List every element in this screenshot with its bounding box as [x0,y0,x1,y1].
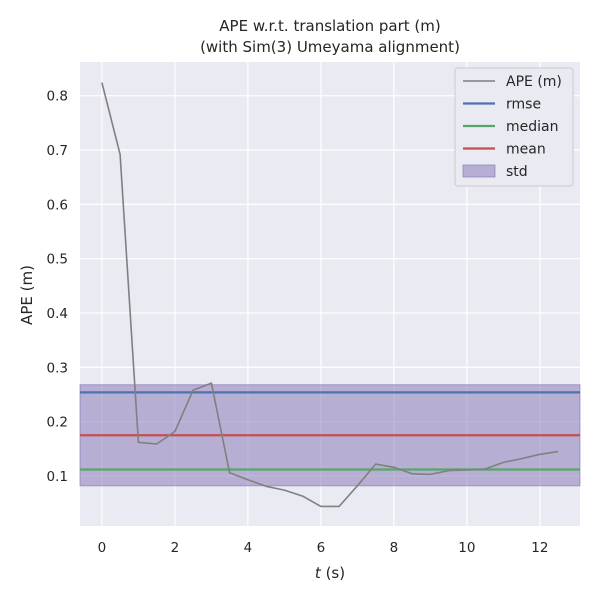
series-layer [101,82,559,508]
legend-label: rmse [506,97,541,113]
ape-series-line [101,82,559,508]
x-tick-label: 12 [531,540,548,556]
y-tick-label: 0.5 [47,252,68,268]
x-axis-label-unit: (s) [321,564,345,582]
x-tick-labels: 0 2 4 6 8 10 12 [98,540,549,556]
y-axis-label: APE (m) [18,265,36,325]
stat-lines [80,391,580,471]
y-tick-label: 0.6 [47,197,68,213]
legend-label: APE (m) [506,74,562,90]
y-tick-labels: 0.1 0.2 0.3 0.4 0.5 0.6 0.7 0.8 [47,89,68,485]
y-tick-label: 0.2 [47,415,68,431]
y-tick-label: 0.8 [47,89,68,105]
chart-title: APE w.r.t. translation part (m) (with Si… [200,17,460,56]
y-tick-label: 0.3 [47,360,68,376]
y-tick-label: 0.4 [47,306,68,322]
x-tick-label: 6 [317,540,326,556]
legend-label: std [506,164,528,180]
y-tick-label: 0.7 [47,143,68,159]
x-tick-label: 2 [171,540,180,556]
x-tick-label: 0 [98,540,107,556]
legend-label: mean [506,142,546,158]
legend: APE (m) rmse median mean std [454,67,574,187]
x-axis-label: t (s) [315,564,345,582]
y-tick-label: 0.1 [47,469,68,485]
x-tick-label: 4 [244,540,253,556]
legend-label: median [506,119,558,135]
chart-title-line2: (with Sim(3) Umeyama alignment) [200,38,460,56]
legend-swatch [462,164,496,178]
legend-box [454,67,574,187]
x-tick-label: 8 [390,540,399,556]
x-tick-label: 10 [458,540,475,556]
chart-title-line1: APE w.r.t. translation part (m) [219,17,440,35]
x-axis-label-var: t [315,564,322,582]
